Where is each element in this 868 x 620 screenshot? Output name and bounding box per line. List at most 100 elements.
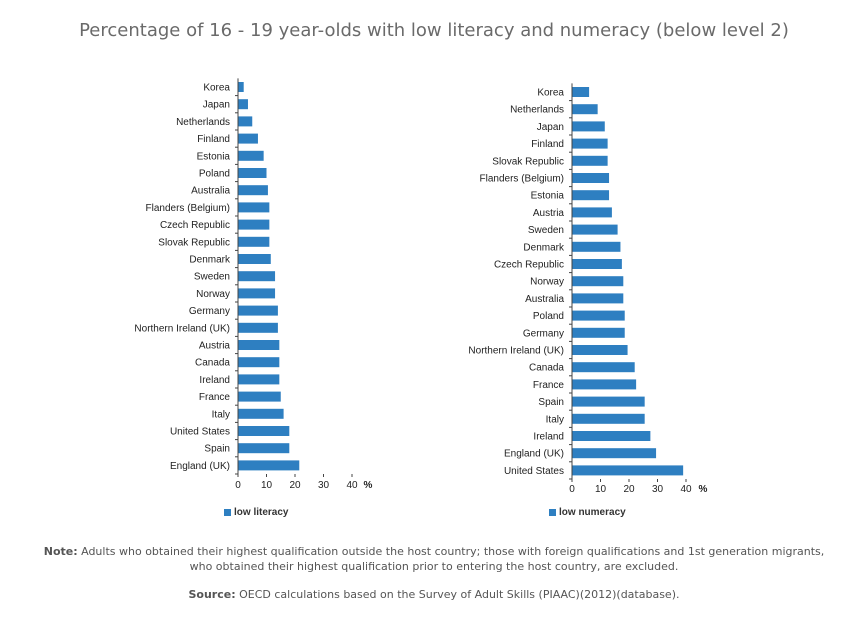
literacy-category-label: Austria [199, 341, 231, 352]
literacy-bar [238, 219, 270, 230]
literacy-category-label: Ireland [199, 375, 230, 386]
numeracy-category-label: Germany [523, 328, 564, 339]
literacy-category-label: Sweden [194, 272, 230, 283]
numeracy-category-label: Spain [538, 397, 564, 408]
numeracy-legend-label: low numeracy [559, 507, 626, 518]
literacy-bar [238, 185, 268, 196]
literacy-category-label: Korea [203, 83, 230, 94]
numeracy-bar [572, 87, 590, 97]
numeracy-category-label: Korea [537, 88, 564, 99]
numeracy-bar [572, 155, 608, 166]
numeracy-unit-label: % [699, 484, 708, 495]
literacy-x-tick-label: 30 [318, 480, 330, 491]
literacy-bar [238, 340, 280, 350]
literacy-bar [238, 254, 271, 264]
numeracy-x-tick-label: 0 [569, 484, 575, 495]
numeracy-category-label: Finland [531, 139, 564, 150]
literacy-unit-label: % [364, 480, 373, 491]
literacy-category-label: Poland [199, 169, 230, 180]
numeracy-bar [572, 345, 628, 355]
literacy-bar [238, 82, 244, 92]
numeracy-category-label: Canada [529, 363, 564, 374]
note-text: Note: Adults who obtained their highest … [40, 544, 828, 574]
chart-title: Percentage of 16 - 19 year-olds with low… [79, 20, 789, 41]
literacy-legend: low literacy [224, 507, 288, 518]
numeracy-category-label: Australia [525, 294, 564, 305]
literacy-bar [238, 322, 278, 333]
numeracy-bar [572, 276, 624, 287]
literacy-bar [238, 133, 258, 144]
numeracy-bar [572, 224, 618, 235]
literacy-bar [238, 288, 276, 299]
literacy-category-label: Australia [191, 186, 230, 197]
literacy-legend-swatch [224, 509, 231, 516]
literacy-bar [238, 443, 290, 454]
numeracy-x-tick-label: 30 [652, 484, 664, 495]
numeracy-bar [572, 396, 645, 407]
numeracy-x-tick-label: 10 [595, 484, 607, 495]
numeracy-bar [572, 431, 651, 441]
literacy-x-tick-label: 20 [289, 480, 301, 491]
numeracy-category-label: Denmark [523, 242, 565, 253]
literacy-category-label: France [199, 392, 231, 403]
numeracy-bar [572, 259, 622, 269]
literacy-category-label: Italy [212, 409, 230, 420]
numeracy-bar [572, 241, 621, 252]
literacy-bar [238, 99, 248, 110]
literacy-category-label: England (UK) [170, 461, 230, 472]
literacy-category-label: Norway [196, 289, 230, 300]
numeracy-category-label: France [533, 380, 565, 391]
literacy-category-label: Spain [204, 444, 230, 455]
numeracy-category-label: Czech Republic [494, 260, 564, 271]
numeracy-bar [572, 465, 684, 476]
literacy-category-label: Estonia [197, 151, 231, 162]
literacy-legend-label: low literacy [234, 507, 289, 518]
literacy-category-label: Northern Ireland (UK) [134, 323, 230, 334]
numeracy-category-label: Netherlands [510, 105, 564, 116]
literacy-category-label: Denmark [189, 255, 231, 266]
numeracy-category-label: Austria [533, 208, 565, 219]
literacy-bar [238, 168, 267, 178]
numeracy-bar [572, 293, 624, 304]
literacy-category-label: Germany [189, 306, 230, 317]
literacy-category-label: Czech Republic [160, 220, 230, 231]
literacy-bar [238, 426, 290, 436]
numeracy-category-label: United States [504, 466, 564, 477]
source-label: Source: [188, 588, 236, 601]
numeracy-bar [572, 121, 605, 132]
literacy-bar [238, 150, 264, 161]
numeracy-category-label: Estonia [531, 191, 565, 202]
source-body: OECD calculations based on the Survey of… [235, 588, 680, 601]
numeracy-legend: low numeracy [549, 507, 626, 518]
literacy-bar [238, 271, 276, 282]
numeracy-bar [572, 104, 598, 115]
literacy-bar [238, 236, 270, 247]
literacy-bar [238, 202, 270, 213]
numeracy-category-label: Sweden [528, 225, 564, 236]
numeracy-legend-swatch [549, 509, 556, 516]
numeracy-bar [572, 413, 645, 424]
numeracy-bar [572, 207, 612, 218]
numeracy-bar [572, 190, 610, 201]
numeracy-bar [572, 362, 635, 373]
literacy-x-tick-label: 0 [235, 480, 241, 491]
literacy-category-label: United States [170, 427, 230, 438]
literacy-category-label: Slovak Republic [158, 237, 230, 248]
literacy-category-label: Canada [195, 358, 230, 369]
numeracy-category-label: Ireland [533, 432, 564, 443]
literacy-bar [238, 116, 253, 127]
literacy-bar [238, 357, 280, 368]
note-body: Adults who obtained their highest qualif… [77, 545, 825, 573]
literacy-bar [238, 374, 280, 385]
source-text: Source: OECD calculations based on the S… [40, 588, 828, 601]
literacy-category-label: Japan [203, 100, 230, 111]
numeracy-category-label: Flanders (Belgium) [480, 174, 564, 185]
numeracy-category-label: Norway [530, 277, 564, 288]
numeracy-bar [572, 138, 608, 149]
literacy-bar [238, 460, 300, 471]
literacy-x-tick-label: 40 [346, 480, 358, 491]
literacy-bar [238, 305, 278, 316]
numeracy-category-label: Poland [533, 311, 564, 322]
note-label: Note: [43, 545, 78, 558]
